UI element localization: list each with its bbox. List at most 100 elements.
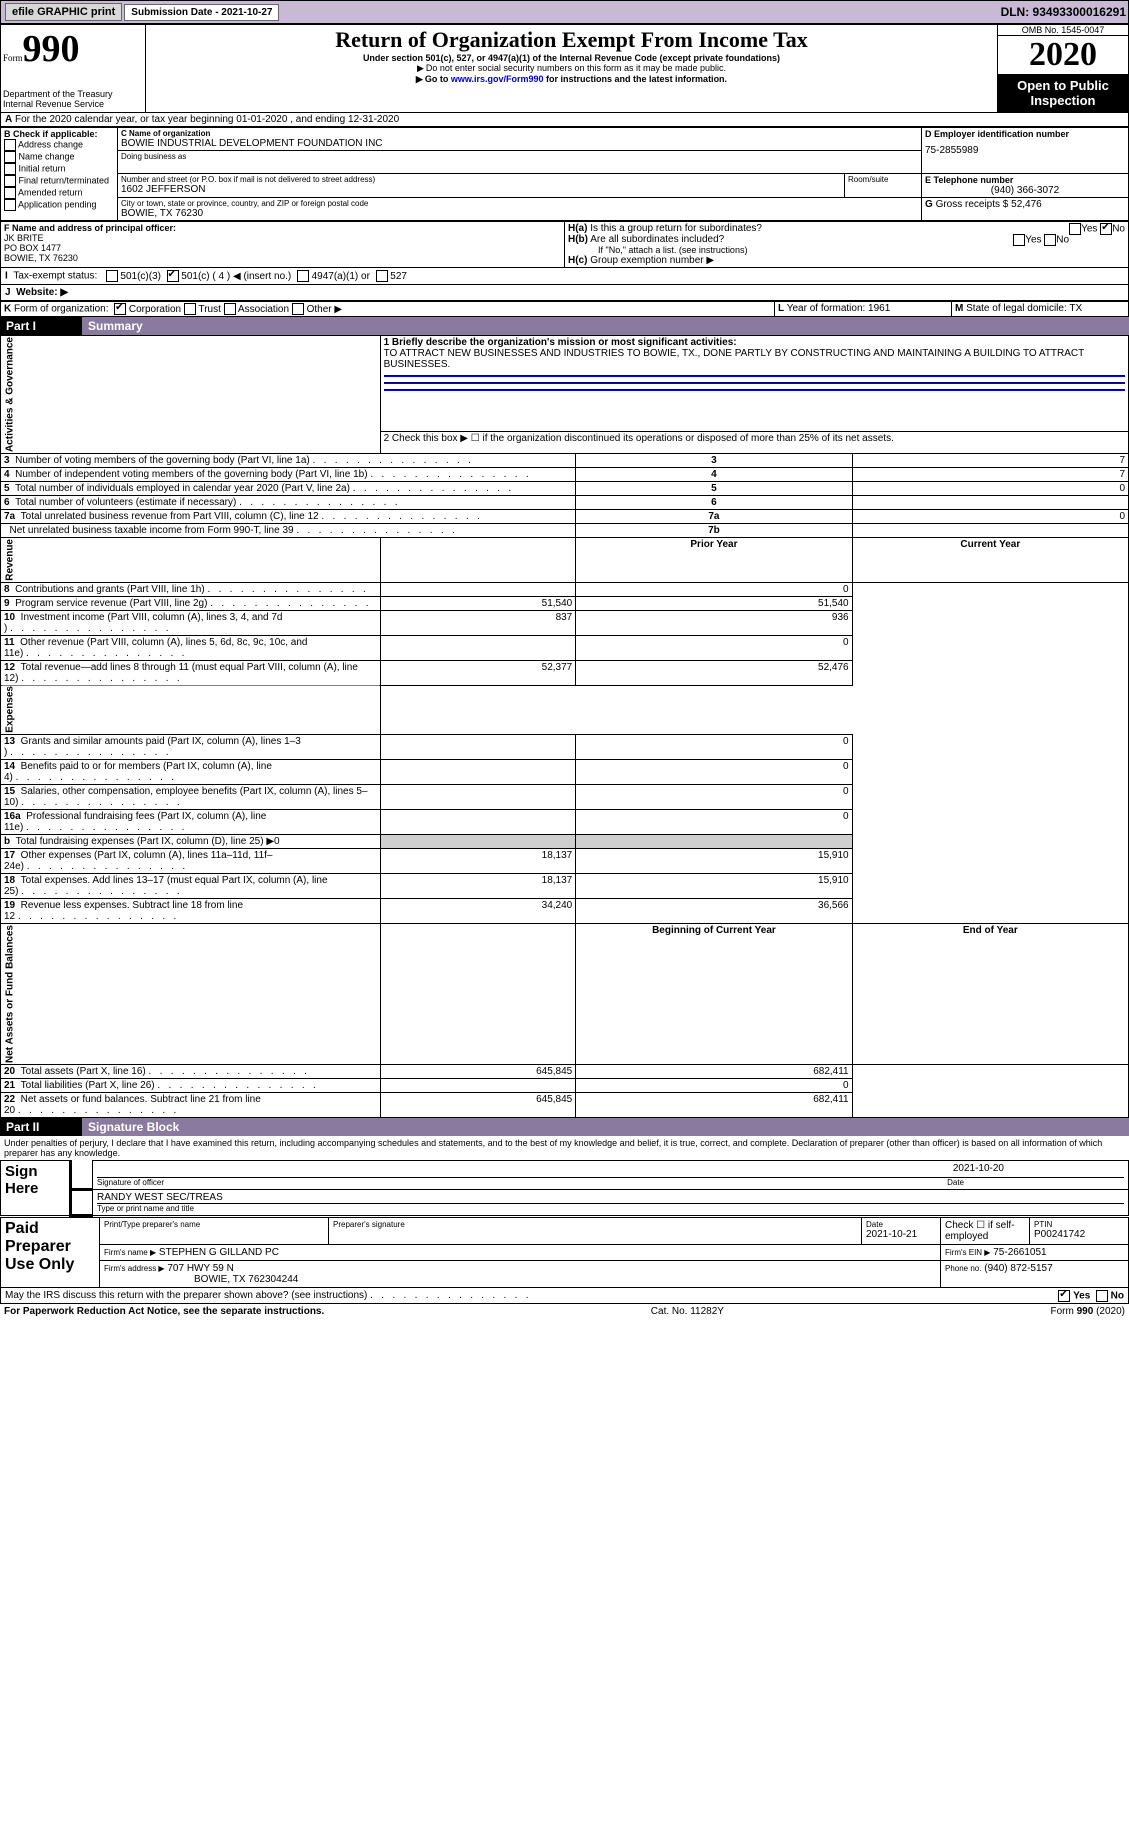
note-ssn: Do not enter social security numbers on … [426,63,726,73]
checkbox[interactable] [4,199,16,211]
firm-phone: (940) 872-5157 [984,1263,1052,1274]
city-state-zip: BOWIE, TX 76230 [121,208,918,219]
tax-status-checkbox[interactable] [297,270,309,282]
tax-status-checkbox[interactable] [167,270,179,282]
type-name-label: Type or print name and title [97,1204,1124,1213]
org-form-checkbox[interactable] [292,303,304,315]
part2-name: Signature Block [82,1118,1129,1136]
mission-text: TO ATTRACT NEW BUSINESSES AND INDUSTRIES… [384,348,1125,370]
mission-label: 1 Briefly describe the organization's mi… [384,337,1125,348]
hc-label: H(c) [568,255,587,266]
tax-year: 2020 [998,36,1128,74]
principal-officer: JK BRITE PO BOX 1477 BOWIE, TX 76230 [4,233,561,263]
ptin: P00241742 [1034,1229,1124,1240]
box-l-label: L [778,303,784,314]
ha-yes-checkbox[interactable] [1069,223,1081,235]
prep-h1: Print/Type preparer's name [104,1220,324,1229]
sig-date: 2021-10-20 [953,1163,1004,1177]
box-c-label: C Name of organization [121,129,918,138]
form-subtitle: Under section 501(c), 527, or 4947(a)(1)… [148,53,995,63]
section-exp-label: Expenses [1,685,381,735]
footer-right: Form 990 (2020) [1051,1306,1125,1317]
box-i-label: I [5,271,8,282]
sign-here-label: Sign Here [1,1161,71,1216]
dba-label: Doing business as [121,152,918,161]
top-bar: efile GRAPHIC print Submission Date - 20… [0,0,1129,24]
officer-group-block: F Name and address of principal officer:… [0,221,1129,268]
hdr-eoy: End of Year [852,924,1128,1065]
dept-treasury: Department of the Treasury Internal Reve… [3,89,143,109]
part1-name: Summary [82,317,1129,335]
hb-no-checkbox[interactable] [1044,234,1056,246]
prep-h4: Check ☐ if self-employed [941,1218,1030,1245]
box-d-label: D Employer identification number [925,129,1125,139]
hb-text: Are all subordinates included? [588,234,724,245]
line-a-tax-year: A For the 2020 calendar year, or tax yea… [0,113,1129,127]
discuss-no-checkbox[interactable] [1096,1290,1108,1302]
page-footer: For Paperwork Reduction Act Notice, see … [0,1304,1129,1319]
checkbox[interactable] [4,151,16,163]
discuss-yes-checkbox[interactable] [1058,1290,1070,1302]
dln: DLN: 93493300016291 [1001,5,1126,19]
discuss-no: No [1111,1291,1124,1302]
phone: (940) 366-3072 [925,185,1125,196]
checkbox[interactable] [4,187,16,199]
firm-addr-label: Firm's address ▶ [104,1264,165,1273]
discuss-yes: Yes [1073,1291,1090,1302]
firm-name: STEPHEN G GILLAND PC [159,1247,279,1258]
line-2: 2 Check this box ▶ ☐ if the organization… [380,432,1128,454]
section-ag-label: Activities & Governance [1,336,381,454]
form-header: Form990 Department of the Treasury Inter… [0,24,1129,113]
gross-receipts: Gross receipts $ 52,476 [936,199,1042,210]
ha-no-checkbox[interactable] [1100,223,1112,235]
org-form-checkbox[interactable] [114,303,126,315]
prep-h3: Date [866,1220,936,1229]
tax-status-checkbox[interactable] [106,270,118,282]
org-name: BOWIE INDUSTRIAL DEVELOPMENT FOUNDATION … [121,138,918,149]
org-form-checkbox[interactable] [184,303,196,315]
checkbox[interactable] [4,175,16,187]
footer-mid: Cat. No. 11282Y [651,1306,724,1317]
box-i-text: Tax-exempt status: [13,271,97,282]
street-address: 1602 JEFFERSON [121,184,841,195]
penalty-statement: Under penalties of perjury, I declare th… [0,1136,1129,1160]
firm-ein-label: Firm's EIN ▶ [945,1248,990,1257]
sig-of-officer-label: Signature of officer [97,1178,164,1187]
ein: 75-2855989 [925,145,1125,156]
part1-table: Activities & Governance 1 Briefly descri… [0,335,1129,1118]
irs-link[interactable]: www.irs.gov/Form990 [451,74,544,84]
paid-preparer-label: Paid Preparer Use Only [1,1218,100,1288]
firm-addr2: BOWIE, TX 762304244 [104,1274,936,1285]
year-formation: Year of formation: 1961 [787,303,891,314]
form-number: 990 [23,28,80,70]
efile-print-button[interactable]: efile GRAPHIC print [5,3,122,21]
form-label: Form [3,53,23,63]
part1-title: Part I [0,317,82,335]
hc-text: Group exemption number ▶ [587,255,714,266]
box-j-text: Website: ▶ [16,287,68,298]
hdr-curr: Current Year [852,538,1128,583]
ha-yes-label: Yes [1081,224,1097,235]
box-f-label: F Name and address of principal officer: [4,223,561,233]
hdr-boy: Beginning of Current Year [576,924,852,1065]
omb-number: OMB No. 1545-0047 [998,25,1128,36]
firm-ein: 75-2661051 [993,1247,1046,1258]
prep-date: 2021-10-21 [866,1229,936,1240]
footer-left: For Paperwork Reduction Act Notice, see … [4,1306,324,1317]
ha-no-label: No [1112,224,1125,235]
submission-date: Submission Date - 2021-10-27 [124,4,279,21]
hb-yes-label: Yes [1025,235,1041,246]
checkbox[interactable] [4,163,16,175]
section-rev-label: Revenue [1,538,381,583]
hb-yes-checkbox[interactable] [1013,234,1025,246]
tax-status-checkbox[interactable] [376,270,388,282]
part2-title: Part II [0,1118,82,1136]
ha-text: Is this a group return for subordinates? [587,223,762,234]
city-label: City or town, state or province, country… [121,199,918,208]
section-na-label: Net Assets or Fund Balances [1,924,381,1065]
checkbox[interactable] [4,139,16,151]
org-form-checkbox[interactable] [224,303,236,315]
preparer-block: Paid Preparer Use Only Print/Type prepar… [0,1217,1129,1288]
firm-addr: 707 HWY 59 N [167,1263,234,1274]
klm-block: K Form of organization: Corporation Trus… [0,301,1129,317]
